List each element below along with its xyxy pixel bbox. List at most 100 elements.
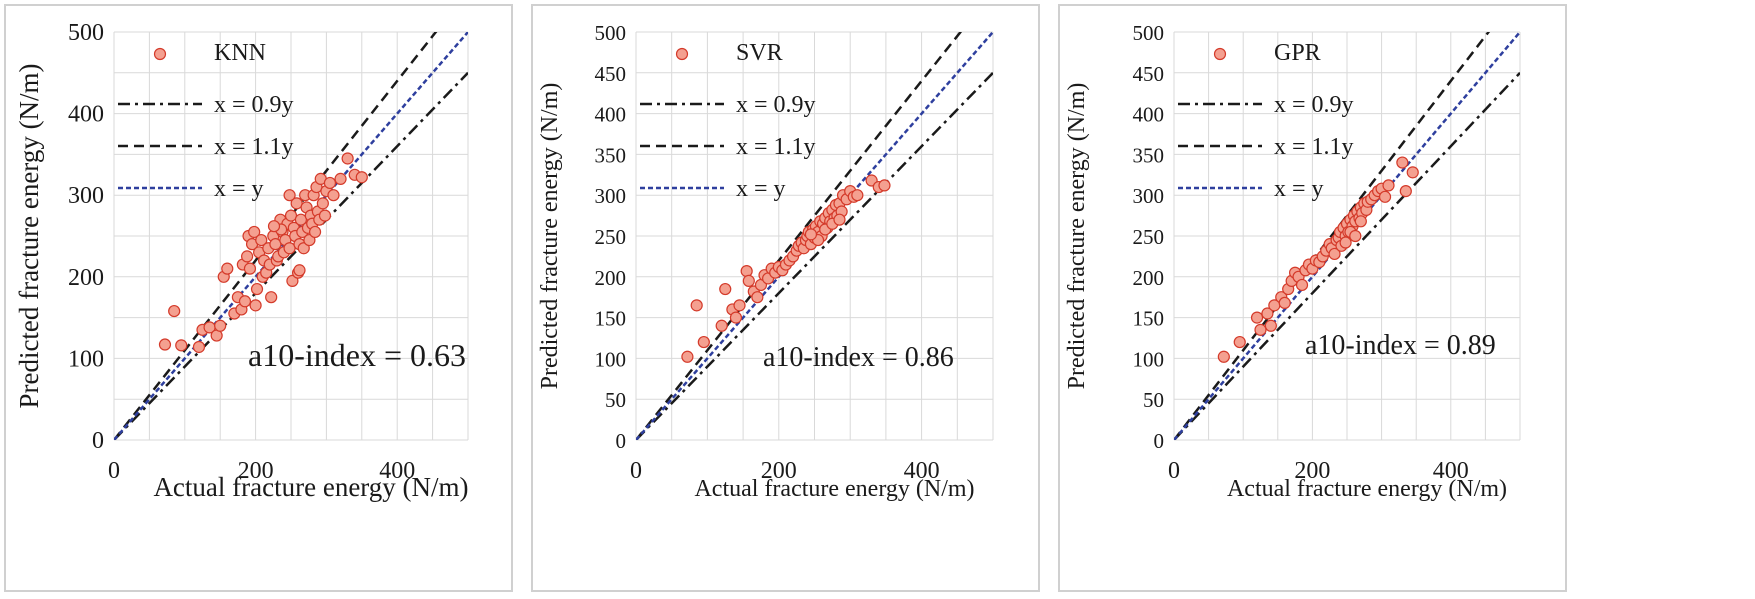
y-axis-label: Predicted fracture energy (N/m) — [1064, 83, 1090, 390]
y-tick-label: 350 — [595, 143, 627, 167]
line-x-0.9y — [636, 71, 993, 440]
data-point — [267, 220, 281, 233]
grid — [1173, 31, 1521, 441]
data-point — [265, 291, 278, 304]
data-point — [804, 228, 818, 241]
data-point — [1339, 236, 1352, 249]
data-point — [355, 171, 368, 184]
y-tick-label: 300 — [68, 183, 104, 209]
data-point — [293, 264, 306, 277]
line-x-0.9y — [114, 71, 468, 440]
data-point — [690, 299, 703, 312]
data-point — [286, 274, 299, 287]
y-tick-label: 400 — [1133, 103, 1165, 127]
a10-index-annotation: a10-index = 0.63 — [248, 337, 466, 373]
data-point — [192, 340, 206, 354]
data-point — [1406, 166, 1419, 179]
data-point — [1264, 319, 1277, 332]
legend-marker-icon — [675, 47, 689, 61]
y-tick-label: 0 — [616, 429, 627, 453]
data-point — [323, 176, 337, 190]
legend-label: x = 0.9y — [1274, 92, 1354, 118]
line-x-0.9y — [1174, 71, 1520, 440]
legend-label: x = y — [214, 176, 264, 202]
x-tick-label: 0 — [1168, 458, 1180, 484]
data-point — [751, 291, 764, 304]
legend-label: x = 0.9y — [736, 92, 816, 118]
data-point — [851, 189, 864, 202]
data-point — [250, 282, 264, 296]
line-x-eq-y — [636, 32, 993, 440]
data-point — [297, 242, 310, 255]
scatter-points — [1217, 156, 1419, 363]
x-tick-label: 0 — [108, 458, 120, 484]
data-point — [158, 338, 172, 351]
data-point — [878, 179, 891, 192]
data-point — [740, 264, 753, 278]
x-tick-label: 200 — [238, 458, 274, 484]
data-point — [697, 335, 710, 349]
legend-label: x = 1.1y — [736, 134, 816, 160]
y-tick-label: 300 — [1133, 184, 1165, 208]
y-tick-label: 400 — [595, 103, 627, 127]
x-tick-label: 400 — [1433, 458, 1469, 484]
data-point — [1261, 307, 1274, 320]
data-point — [255, 233, 268, 247]
y-tick-label: 100 — [1133, 347, 1165, 371]
data-point — [318, 209, 332, 222]
data-point — [1250, 311, 1264, 324]
data-point — [1254, 323, 1267, 336]
data-point — [1278, 296, 1291, 310]
y-tick-label: 200 — [68, 265, 104, 291]
y-tick-label: 500 — [68, 20, 104, 46]
y-tick-label: 100 — [595, 347, 627, 371]
y-tick-label: 250 — [595, 225, 627, 249]
data-point — [308, 225, 322, 239]
data-point — [168, 304, 181, 318]
data-point — [715, 319, 728, 332]
legend-label: x = 0.9y — [214, 92, 294, 118]
data-point — [1217, 350, 1230, 363]
reference-lines — [636, 32, 993, 440]
data-point — [238, 295, 252, 308]
data-point — [681, 350, 694, 363]
y-axis-label: Predicted fracture energy (N/m) — [537, 83, 563, 390]
x-tick-label: 400 — [904, 458, 940, 484]
data-point — [175, 339, 188, 352]
data-point — [833, 213, 846, 226]
data-point — [241, 250, 254, 263]
legend-label: GPR — [1274, 40, 1321, 66]
y-tick-label: 450 — [1133, 62, 1165, 86]
data-point — [1354, 215, 1367, 228]
x-axis-label: Actual fracture energy (N/m) — [694, 476, 974, 502]
y-tick-label: 300 — [595, 184, 627, 208]
legend-label: x = 1.1y — [214, 134, 294, 160]
y-tick-label: 500 — [595, 21, 627, 45]
legend: GPR x = 0.9y x = 1.1y x = y — [1178, 40, 1354, 202]
y-tick-label: 450 — [595, 62, 627, 86]
y-tick-label: 250 — [1133, 225, 1165, 249]
panel-gpr: 0 50 100 150 200 250 300 350 400 450 500 0 200 400 Act… — [1058, 4, 1567, 592]
legend: KNN x = 0.9y x = 1.1y x = y — [118, 40, 294, 202]
data-point — [341, 152, 354, 165]
data-point — [303, 233, 316, 247]
y-tick-label: 200 — [1133, 266, 1165, 290]
y-axis-label: Predicted fracture energy (N/m) — [14, 63, 44, 408]
data-point — [729, 311, 743, 324]
data-point — [283, 189, 296, 202]
y-tick-label: 200 — [595, 266, 627, 290]
y-tick-label: 0 — [92, 428, 104, 454]
scatter-points — [158, 152, 368, 354]
data-point — [1349, 229, 1362, 243]
x-tick-label: 200 — [761, 458, 797, 484]
data-point — [214, 319, 227, 332]
x-axis-label: Actual fracture energy (N/m) — [153, 472, 468, 502]
data-point — [1328, 247, 1341, 261]
x-tick-label: 400 — [379, 458, 415, 484]
y-tick-label: 350 — [1133, 143, 1165, 167]
data-point — [327, 189, 340, 202]
y-tick-label: 400 — [68, 102, 104, 128]
